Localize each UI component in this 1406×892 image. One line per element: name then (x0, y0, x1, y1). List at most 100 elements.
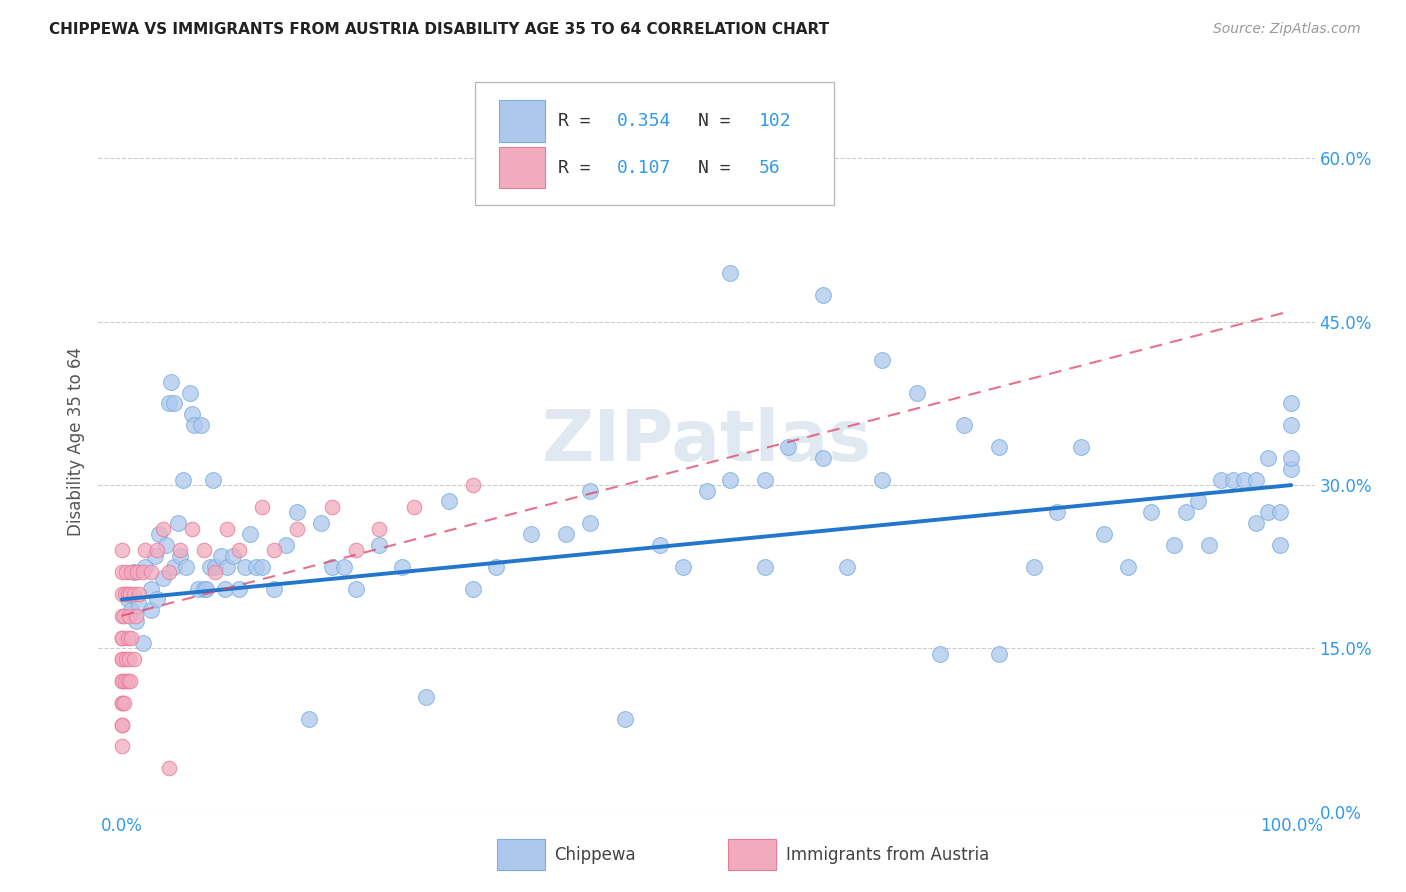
Point (952, 418, 974, 433)
Point (183, 418, 205, 433)
Point (648, 538, 671, 552)
Point (578, 516, 600, 531)
Point (696, 483, 718, 498)
Point (368, 538, 391, 552)
Point (1244, 473, 1267, 487)
Point (111, 631, 134, 645)
Point (139, 582, 162, 596)
Point (233, 559, 256, 574)
Point (114, 587, 136, 601)
Point (285, 505, 308, 519)
Point (134, 543, 156, 558)
Point (461, 478, 484, 492)
Point (204, 559, 226, 574)
Point (111, 717, 134, 731)
Point (132, 565, 155, 579)
Point (146, 543, 169, 558)
Point (1163, 538, 1185, 552)
Point (754, 559, 776, 574)
Point (122, 652, 145, 666)
Point (672, 559, 695, 574)
Point (132, 636, 155, 650)
Point (321, 559, 343, 574)
Point (250, 500, 273, 514)
Point (1279, 462, 1302, 476)
Point (118, 587, 141, 601)
Point (112, 608, 135, 623)
Point (143, 549, 166, 563)
Point (120, 565, 142, 579)
Point (128, 587, 150, 601)
Text: ZIPatlas: ZIPatlas (541, 407, 872, 476)
Point (214, 582, 236, 596)
Point (274, 538, 297, 552)
Point (157, 761, 180, 775)
Y-axis label: Disability Age 35 to 64: Disability Age 35 to 64 (66, 347, 84, 536)
Point (250, 559, 273, 574)
Point (195, 582, 218, 596)
Point (439, 494, 461, 508)
Point (190, 418, 212, 433)
Point (128, 598, 150, 612)
Point (160, 375, 183, 389)
Point (215, 522, 238, 536)
Point (111, 674, 134, 689)
Point (1257, 505, 1279, 519)
Text: 0.107: 0.107 (616, 159, 671, 177)
Point (134, 559, 156, 574)
Point (415, 690, 437, 705)
Point (111, 543, 134, 558)
Point (163, 396, 186, 410)
Point (198, 559, 221, 574)
Point (125, 608, 148, 623)
Point (193, 582, 215, 596)
Point (139, 565, 162, 579)
Text: Immigrants from Austria: Immigrants from Austria (786, 846, 988, 863)
Point (1175, 505, 1198, 519)
Text: R =: R = (558, 159, 602, 177)
Point (167, 516, 190, 531)
Point (1222, 473, 1244, 487)
Point (222, 549, 245, 563)
Point (120, 603, 142, 617)
Text: Chippewa: Chippewa (554, 846, 636, 863)
Point (228, 543, 250, 558)
Point (202, 473, 225, 487)
Point (391, 559, 413, 574)
Point (111, 674, 134, 689)
Point (1070, 440, 1092, 454)
Point (146, 592, 169, 607)
Text: 102: 102 (759, 112, 792, 130)
Point (1092, 527, 1115, 541)
Point (163, 559, 186, 574)
FancyBboxPatch shape (475, 82, 834, 204)
Point (152, 522, 174, 536)
Point (111, 652, 134, 666)
Text: N =: N = (697, 112, 741, 130)
Point (169, 543, 191, 558)
Point (1187, 494, 1209, 508)
Point (1198, 538, 1220, 552)
Point (309, 516, 332, 531)
Point (461, 582, 484, 596)
Point (263, 582, 285, 596)
Point (754, 473, 776, 487)
Point (228, 582, 250, 596)
Point (239, 527, 262, 541)
Point (1279, 418, 1302, 433)
Point (1268, 505, 1291, 519)
Point (125, 565, 148, 579)
Point (344, 543, 367, 558)
Point (368, 522, 391, 536)
Point (870, 473, 893, 487)
Point (114, 674, 136, 689)
Point (179, 385, 201, 400)
Point (111, 696, 134, 710)
Point (181, 522, 204, 536)
Point (1116, 559, 1139, 574)
Point (155, 538, 177, 552)
FancyBboxPatch shape (499, 147, 544, 188)
Point (1140, 505, 1163, 519)
Point (1268, 538, 1291, 552)
Point (905, 385, 928, 400)
